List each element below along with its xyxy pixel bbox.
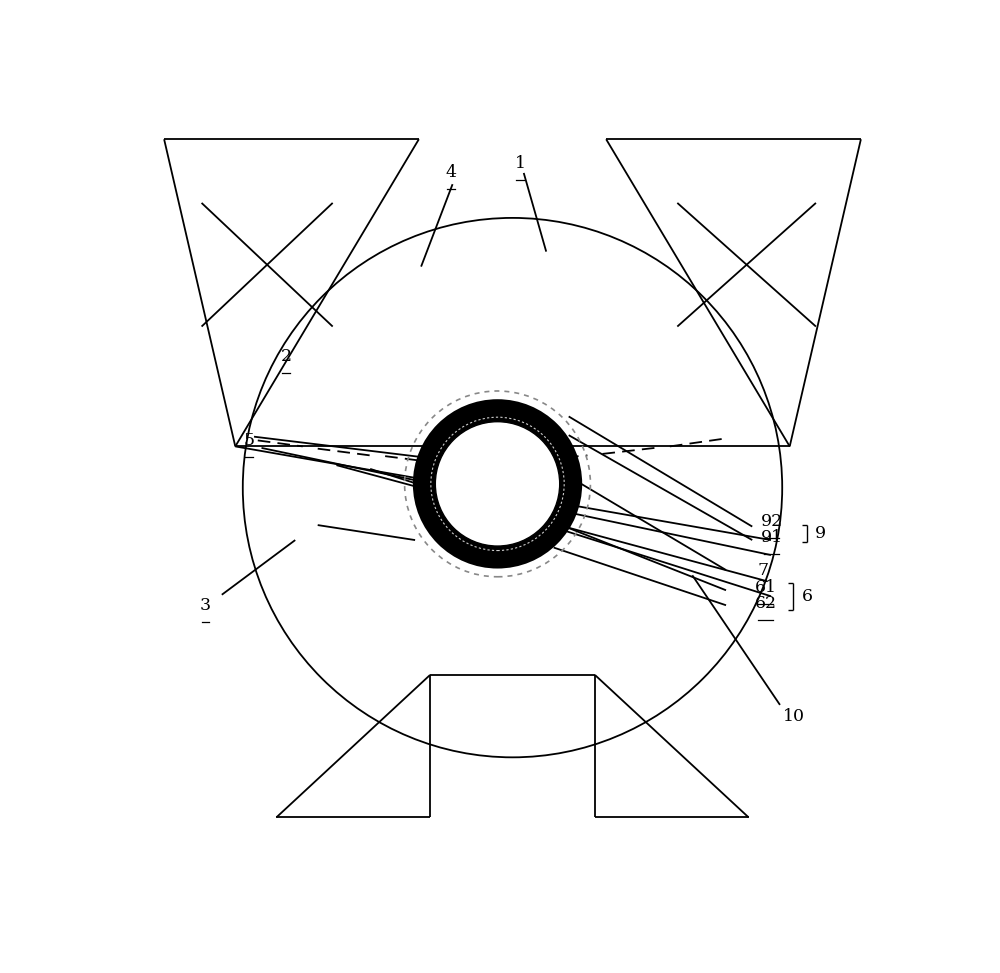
Circle shape [413, 399, 582, 568]
Text: 6: 6 [802, 588, 813, 605]
Text: 61: 61 [755, 579, 777, 595]
Text: 5: 5 [243, 432, 254, 449]
Text: 9: 9 [815, 525, 826, 542]
Text: 3: 3 [200, 596, 211, 614]
Text: 62: 62 [755, 595, 777, 612]
Text: 4: 4 [446, 164, 457, 181]
Text: 91: 91 [761, 529, 783, 546]
Text: 2: 2 [281, 348, 292, 365]
Text: 10: 10 [782, 707, 804, 725]
Circle shape [435, 421, 560, 546]
Text: 92: 92 [761, 513, 783, 530]
Text: 1: 1 [514, 155, 525, 171]
Text: 7: 7 [758, 561, 769, 579]
